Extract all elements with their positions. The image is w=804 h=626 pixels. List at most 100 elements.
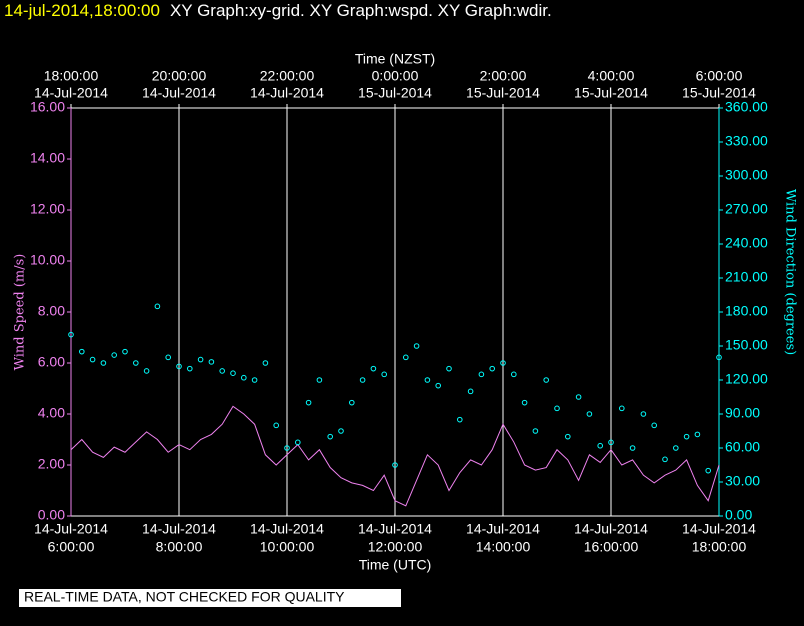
- title-text: XY Graph:xy-grid. XY Graph:wspd. XY Grap…: [170, 1, 552, 20]
- y2-tick-label: 180.00: [725, 303, 768, 319]
- direction-point: [543, 377, 550, 383]
- direction-point: [457, 416, 463, 423]
- y2-tick-label: 120.00: [725, 371, 768, 387]
- x2-axis-label: Time (NZST): [355, 51, 435, 67]
- x-tick-label: 10:00:00: [260, 539, 315, 555]
- direction-point: [565, 433, 571, 440]
- y-tick-label: 6.00: [38, 354, 65, 370]
- y2-axis-label: Wind Direction (degrees): [783, 189, 798, 355]
- x2-tick-label: 15-Jul-2014: [682, 85, 756, 101]
- x2-tick-label: 14-Jul-2014: [250, 85, 324, 101]
- direction-point: [208, 359, 215, 365]
- x2-tick-label: 0:00:00: [372, 68, 419, 84]
- direction-point: [629, 445, 636, 451]
- y2-tick-label: 30.00: [725, 473, 760, 489]
- x-tick-label: 14:00:00: [476, 539, 531, 555]
- direction-point: [79, 348, 85, 355]
- chart-title: 14-jul-2014,18:00:00 XY Graph:xy-grid. XY…: [4, 1, 552, 20]
- direction-point: [489, 365, 496, 372]
- y-axis-label: Wind Speed (m/s): [13, 254, 28, 371]
- direction-point: [349, 399, 355, 406]
- y2-tick-label: 300.00: [725, 167, 768, 183]
- y-tick-label: 2.00: [38, 456, 65, 472]
- y2-tick-label: 360.00: [725, 99, 768, 115]
- y2-tick-label: 60.00: [725, 439, 760, 455]
- direction-point: [219, 368, 225, 374]
- direction-point: [316, 377, 323, 383]
- direction-point: [327, 433, 334, 440]
- direction-point: [262, 360, 269, 366]
- x2-tick-label: 20:00:00: [152, 68, 207, 84]
- x2-tick-label: 18:00:00: [44, 68, 99, 84]
- direction-point: [467, 388, 474, 395]
- direction-point: [662, 456, 668, 463]
- direction-point: [381, 371, 388, 378]
- direction-point: [424, 377, 431, 383]
- x2-tick-label: 14-Jul-2014: [34, 85, 108, 101]
- y-tick-label: 4.00: [38, 405, 65, 421]
- direction-point: [165, 354, 171, 361]
- x-tick-label: 14-Jul-2014: [34, 521, 108, 537]
- direction-point: [251, 377, 258, 383]
- x-tick-label: 14-Jul-2014: [250, 521, 324, 537]
- y-tick-label: 0.00: [38, 507, 65, 523]
- direction-point: [100, 360, 107, 366]
- x2-tick-label: 15-Jul-2014: [574, 85, 648, 101]
- direction-point: [230, 370, 236, 377]
- direction-point: [619, 405, 625, 412]
- direction-point: [111, 352, 117, 358]
- direction-point: [143, 368, 150, 374]
- direction-point: [392, 462, 398, 468]
- x-axis-label: Time (UTC): [359, 557, 432, 573]
- x-tick-label: 6:00:00: [48, 539, 95, 555]
- x2-tick-label: 15-Jul-2014: [466, 85, 540, 101]
- direction-point: [597, 442, 604, 449]
- x-tick-label: 14-Jul-2014: [682, 521, 756, 537]
- direction-point: [176, 363, 182, 370]
- y2-tick-label: 0.00: [725, 507, 752, 523]
- direction-point: [673, 445, 679, 451]
- x-tick-label: 8:00:00: [156, 539, 203, 555]
- direction-point: [705, 467, 712, 474]
- direction-point: [446, 365, 452, 372]
- direction-point: [197, 356, 204, 363]
- x2-tick-label: 4:00:00: [588, 68, 635, 84]
- direction-point: [122, 348, 128, 355]
- x-tick-label: 16:00:00: [584, 539, 639, 555]
- speed-line: [70, 405, 720, 507]
- x-tick-label: 18:00:00: [692, 539, 747, 555]
- direction-point: [532, 428, 539, 434]
- direction-point: [338, 428, 344, 434]
- direction-point: [435, 382, 442, 389]
- direction-point: [651, 422, 658, 429]
- x2-tick-label: 15-Jul-2014: [358, 85, 432, 101]
- direction-point: [694, 431, 701, 438]
- y2-tick-label: 150.00: [725, 337, 768, 353]
- y2-tick-label: 330.00: [725, 133, 768, 149]
- direction-point: [500, 360, 506, 366]
- y2-tick-label: 90.00: [725, 405, 760, 421]
- direction-point: [521, 399, 528, 406]
- notice-box: [19, 589, 401, 607]
- x2-tick-label: 14-Jul-2014: [142, 85, 216, 101]
- y-tick-label: 16.00: [30, 99, 65, 115]
- direction-point: [133, 360, 139, 366]
- y-tick-label: 14.00: [30, 150, 65, 166]
- direction-point: [187, 365, 193, 372]
- direction-point: [478, 371, 485, 378]
- x-tick-label: 14-Jul-2014: [358, 521, 432, 537]
- x2-tick-label: 22:00:00: [260, 68, 315, 84]
- y2-tick-label: 210.00: [725, 269, 768, 285]
- direction-point: [511, 371, 517, 378]
- direction-point: [68, 331, 74, 338]
- direction-point: [413, 343, 420, 349]
- x2-tick-label: 2:00:00: [480, 68, 527, 84]
- direction-point: [554, 405, 560, 412]
- direction-point: [89, 356, 96, 363]
- direction-point: [284, 445, 290, 451]
- y-tick-label: 10.00: [30, 252, 65, 268]
- direction-point: [403, 354, 409, 361]
- x-tick-label: 12:00:00: [368, 539, 423, 555]
- direction-point: [359, 377, 366, 383]
